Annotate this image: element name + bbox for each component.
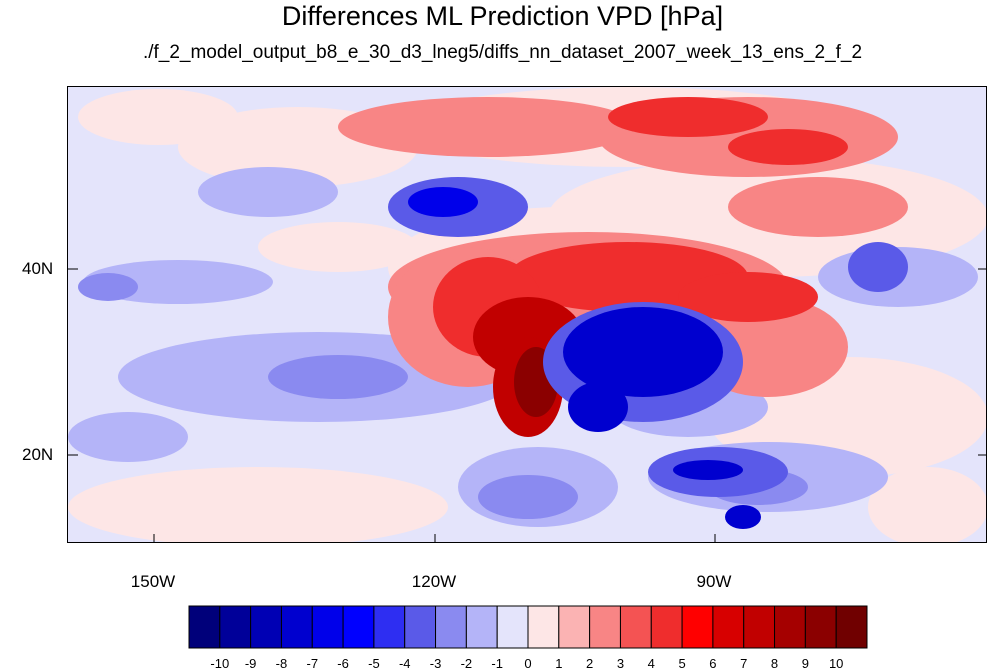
colorbar-box xyxy=(465,605,498,649)
colorbar-tick-label: -5 xyxy=(368,656,380,671)
map-title: Differences ML Prediction VPD [hPa] xyxy=(281,1,724,31)
colorbar-tick-label: -10 xyxy=(210,656,230,671)
colorbar-tick-label: 7 xyxy=(740,656,748,671)
map-panel xyxy=(67,86,987,543)
colorbar-box xyxy=(835,605,868,649)
colorbar-box xyxy=(774,605,806,649)
colorbar-box xyxy=(712,605,745,649)
colorbar-tick-label: 5 xyxy=(678,656,686,671)
colorbar-tick-label: 0 xyxy=(524,656,532,671)
colorbar-box xyxy=(804,605,837,649)
colorbar-box xyxy=(681,605,714,649)
colorbar-tick-label: 8 xyxy=(770,656,779,671)
colorbar-box xyxy=(589,605,621,649)
lon-label-90w: 90W xyxy=(696,572,732,591)
colorbar-tick-label: -2 xyxy=(460,656,473,671)
frame-ticks xyxy=(68,268,986,542)
colorbar-box xyxy=(743,605,776,649)
colorbar-tick-label: 3 xyxy=(616,656,625,671)
lat-label-20n: 20N xyxy=(22,445,54,464)
colorbar-box xyxy=(280,605,313,649)
colorbar-box xyxy=(558,605,591,649)
colorbar-tick-label: -4 xyxy=(398,656,411,671)
colorbar-tick-label: -1 xyxy=(491,656,503,671)
colorbar-tick-label: 2 xyxy=(586,656,594,671)
colorbar-tick-label: 1 xyxy=(555,656,563,671)
colorbar-box xyxy=(435,605,467,649)
northwest-deep-blue xyxy=(408,187,478,217)
map-subtitle: ./f_2_model_output_b8_e_30_d3_lneg5/diff… xyxy=(142,42,863,63)
colorbar-tick-label: 9 xyxy=(801,656,809,671)
colorbar-tick-label: 6 xyxy=(709,656,717,671)
colorbar-tick-label: -9 xyxy=(244,656,257,671)
colorbar-tick-label: 10 xyxy=(828,656,844,671)
colorbar-tick-label: -7 xyxy=(306,656,319,671)
lon-label-120w: 120W xyxy=(411,572,457,591)
colorbar-box xyxy=(373,605,406,649)
colorbar-box xyxy=(496,605,529,649)
colorbar-box xyxy=(527,605,560,649)
colorbar-box xyxy=(219,605,252,649)
colorbar-tick-label: 4 xyxy=(647,656,655,671)
lat-label-40n: 40N xyxy=(22,259,54,278)
colorbar-box xyxy=(188,605,221,649)
colorbar-box xyxy=(619,605,652,649)
colorbar-tick-label: -8 xyxy=(275,656,288,671)
lon-label-150w: 150W xyxy=(130,572,176,591)
colorbar xyxy=(188,605,868,649)
northern-strong-red xyxy=(608,97,848,165)
vpd-difference-map xyxy=(68,87,986,542)
colorbar-tick-label: -3 xyxy=(429,656,442,671)
colorbar-tick-label: -6 xyxy=(337,656,349,671)
northeast-blue xyxy=(848,242,908,292)
colorbar-box xyxy=(650,605,683,649)
colorbar-box xyxy=(404,605,437,649)
texas-deep-blue xyxy=(563,307,761,529)
colorbar-box xyxy=(342,605,375,649)
colorbar-box xyxy=(250,605,282,649)
colorbar-box xyxy=(311,605,344,649)
